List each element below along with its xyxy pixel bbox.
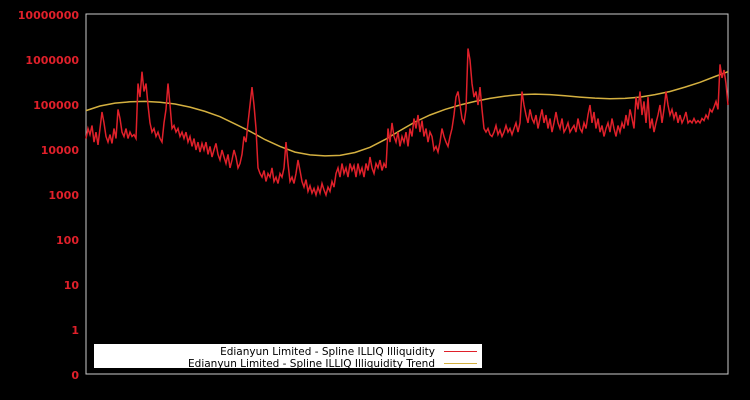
plot-area [85, 13, 729, 375]
y-tick-label: 0 [71, 369, 79, 382]
y-tick-label: 1000 [48, 189, 79, 202]
series-lines [85, 48, 729, 198]
legend-label-series: Edianyun Limited - Spline ILLIQ Illiquid… [220, 346, 435, 358]
legend: Edianyun Limited - Spline ILLIQ Illiquid… [94, 344, 482, 370]
legend-box [94, 344, 482, 368]
legend-label-trend: Edianyun Limited - Spline ILLIQ Illiquid… [188, 358, 435, 370]
y-tick-label: 100 [56, 234, 79, 247]
series-line [85, 48, 729, 198]
y-tick-label: 1000000 [25, 54, 79, 67]
y-tick-label: 10000000 [18, 9, 80, 22]
y-tick-label: 1 [71, 324, 79, 337]
y-tick-label: 10000 [41, 144, 80, 157]
y-tick-label: 100000 [33, 99, 79, 112]
series-line [85, 70, 729, 157]
y-tick-label: 10 [64, 279, 80, 292]
